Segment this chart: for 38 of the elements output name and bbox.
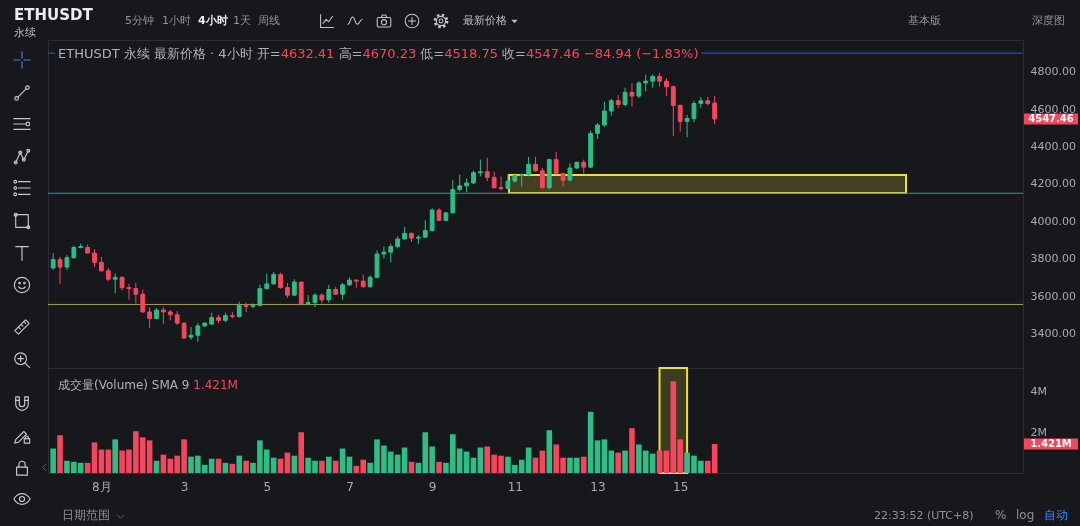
text: log (1016, 508, 1035, 522)
text: 日期范围 (62, 508, 110, 522)
y-tick-label: 2M (1030, 425, 1047, 439)
x-tick-label: 11 (507, 479, 523, 494)
x-tick-label: 7 (346, 479, 354, 494)
text: 1小时 (162, 14, 191, 27)
x-tick-label: 15 (673, 479, 689, 494)
text: 1天 (233, 14, 251, 27)
y-tick-label: 4200.00 (1030, 177, 1076, 191)
text: 5分钟 (125, 14, 154, 27)
text: 永续 (14, 26, 36, 39)
y-tick-label: 3800.00 (1030, 252, 1076, 266)
text: 4小时 (198, 14, 228, 27)
text: 22:33:52 (UTC+8) (874, 509, 974, 522)
y-tick-label: 4000.00 (1030, 214, 1076, 228)
chart-title: ETHUSDT 永续 最新价格 · 4小时 (58, 46, 254, 61)
text: % (995, 508, 1007, 522)
text: 自动 (1044, 508, 1068, 522)
x-tick-label: 9 (428, 479, 437, 494)
text: 周线 (258, 14, 280, 27)
x-tick-label: 5 (263, 479, 272, 494)
text: 1.421M (193, 378, 238, 392)
text: 1.421M (1030, 438, 1072, 450)
x-tick-label: 3 (180, 479, 189, 494)
text: 成交量(Volume) SMA 9 (58, 378, 191, 392)
chart-subtitle: 开=4632.41 高=4670.23 低=4518.75 收=4547.46 −84.94 (−1.83%) (256, 46, 699, 61)
y-tick-label: 4400.00 (1030, 140, 1076, 154)
y-tick-label: 3600.00 (1030, 289, 1076, 303)
x-tick-label: 8月 (92, 479, 112, 494)
text: 最新价格 (463, 14, 507, 27)
y-tick-label: 4M (1030, 384, 1047, 398)
x-tick-label: 13 (590, 479, 606, 494)
y-tick-label: 4800.00 (1030, 65, 1076, 79)
y-tick-label: 3400.00 (1030, 326, 1076, 340)
text: ETHUSDT (14, 6, 93, 24)
text: 4547.46 (1028, 112, 1074, 124)
text: 基本版 (908, 14, 941, 27)
text: 深度图 (1032, 14, 1065, 27)
